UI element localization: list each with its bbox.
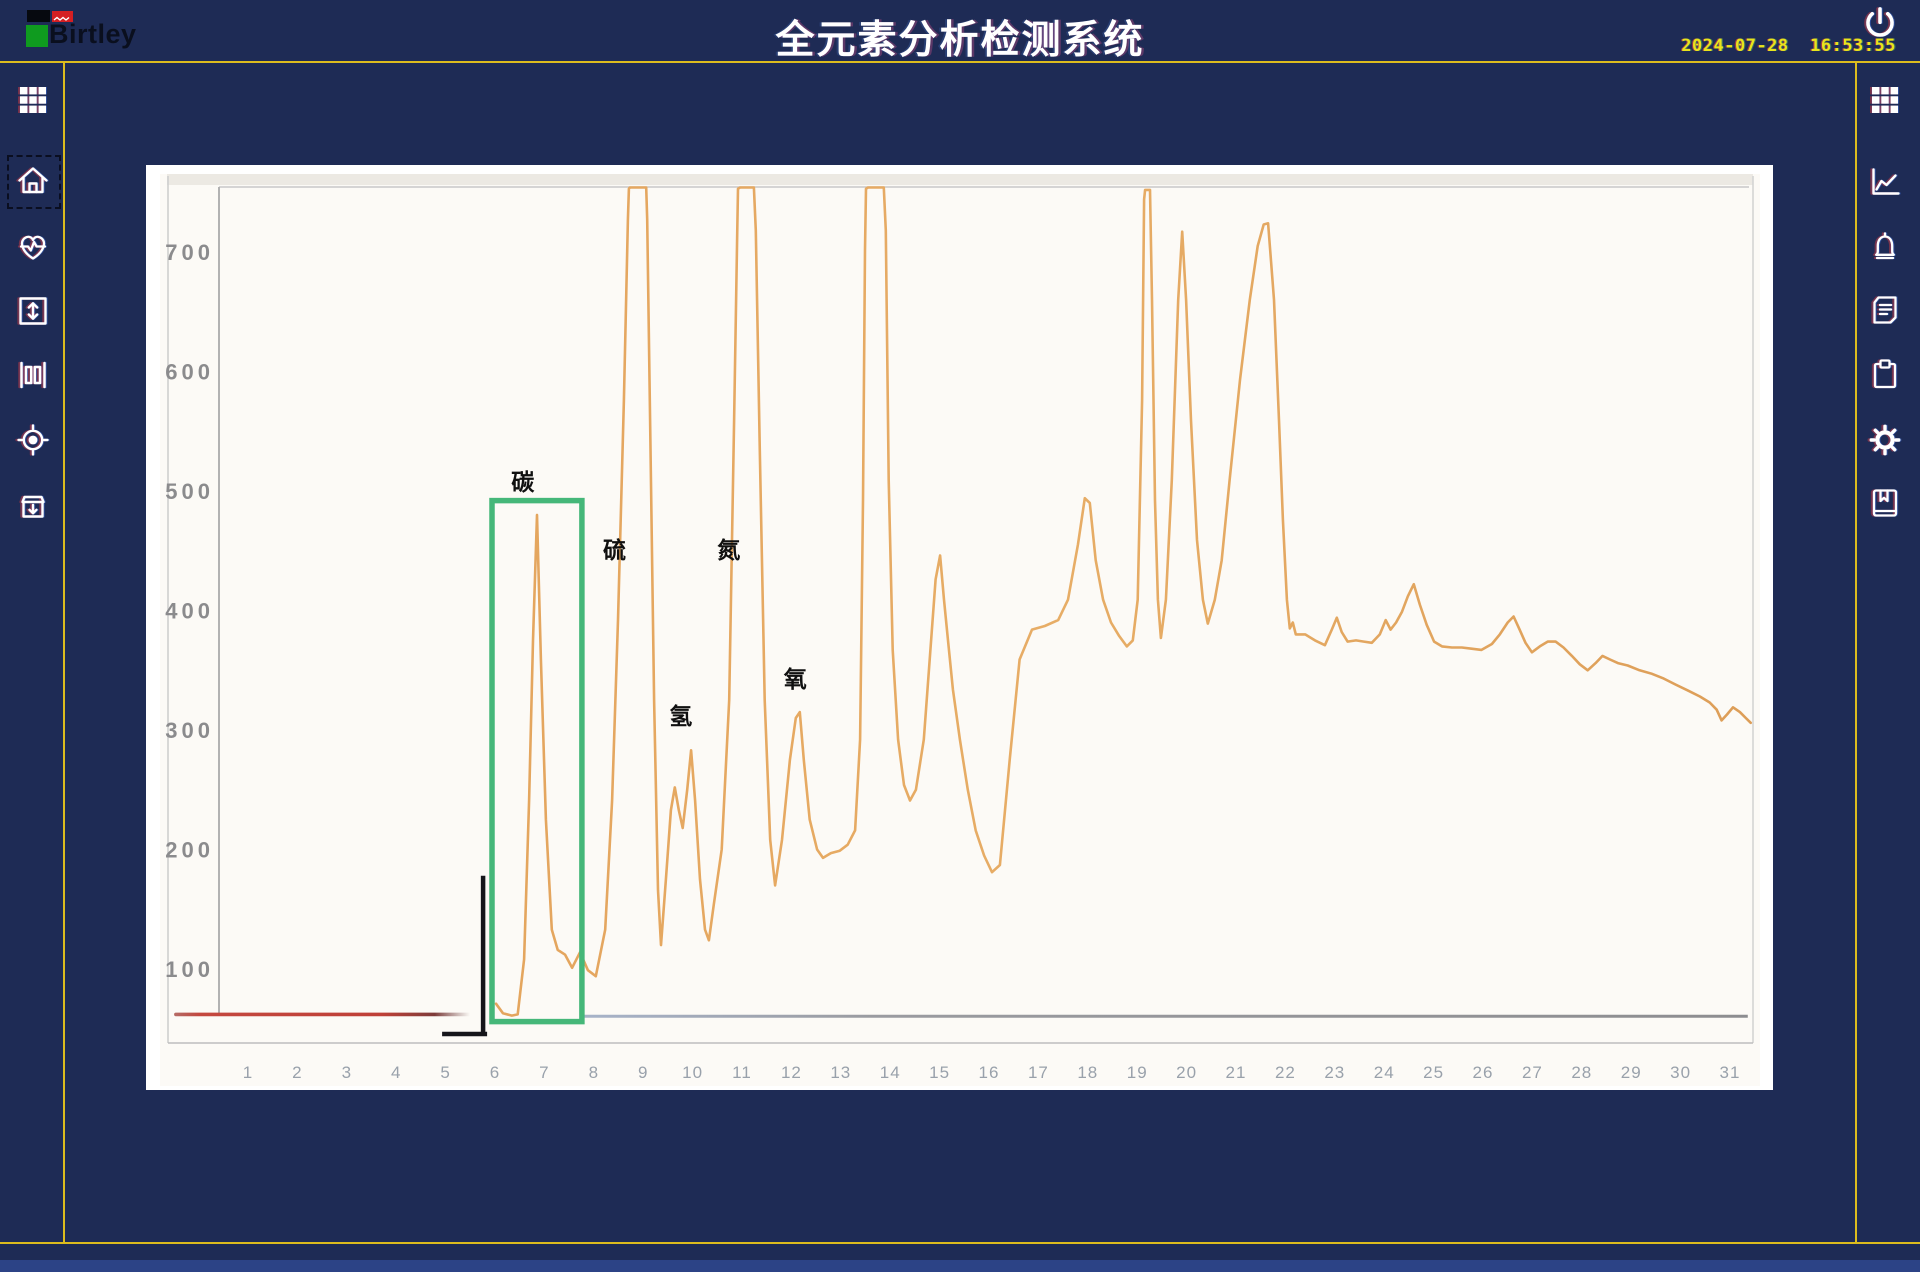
x-tick-label: 19 [1127,1063,1148,1082]
x-tick-label: 31 [1720,1063,1741,1082]
archive-download-icon [21,495,45,518]
apps-grid-icon [1872,87,1898,113]
x-tick-label: 18 [1077,1063,1098,1082]
x-tick-label: 11 [732,1063,752,1082]
x-tick-label: 22 [1275,1063,1296,1082]
x-tick-label: 27 [1522,1063,1543,1082]
left-rail-divider [63,61,65,1244]
x-tick-label: 25 [1423,1063,1444,1082]
x-tick-label: 7 [539,1063,549,1082]
report-icon [1873,296,1897,324]
header-divider [0,61,1920,63]
scan-top-shading [167,174,1753,185]
peak-label-氮: 氮 [717,537,741,563]
y-tick-label: 600 [165,360,214,385]
x-tick-label: 3 [342,1063,352,1082]
logo-green-square [26,25,48,47]
x-tick-label: 15 [929,1063,950,1082]
x-tick-label: 21 [1226,1063,1247,1082]
y-tick-label: 400 [165,599,214,624]
x-tick-label: 26 [1473,1063,1494,1082]
power-icon [1866,7,1894,37]
sidebar-item-home[interactable] [15,163,51,199]
sidebar-item-alarms[interactable] [1867,229,1903,265]
sidebar-item-settings[interactable] [1867,422,1903,458]
settings-gear-icon [1869,424,1901,456]
sidebar-item-calibration[interactable] [15,422,51,458]
logo-waveform-icon [53,16,70,21]
sidebar-item-apps-right[interactable] [1867,82,1903,118]
chart-panel: 碳硫氢氮氧 700 600 500 400 300 200 100 1 2 3 4 5 6 7 8 9 10 11 1… [146,165,1773,1090]
sidebar-item-archive[interactable] [15,488,51,524]
target-icon [17,424,49,456]
power-button[interactable] [1862,5,1898,41]
sidebar-item-range[interactable] [15,293,51,329]
x-tick-label: 24 [1374,1063,1395,1082]
x-tick-label: 5 [440,1063,450,1082]
x-tick-label: 6 [490,1063,500,1082]
vertical-range-icon [19,297,47,325]
heartbeat-icon [19,235,47,260]
x-tick-label: 28 [1571,1063,1592,1082]
datetime-display: 2024-07-28 16:53:55 [1681,36,1896,56]
x-tick-label: 16 [979,1063,1000,1082]
peak-label-氢: 氢 [669,703,693,729]
sidebar-item-apps[interactable] [15,82,51,118]
line-chart-icon [1872,168,1900,195]
header-bar: Birtley 全元素分析检测系统 2024-07-28 16:53:55 [0,0,1920,62]
y-tick-label: 100 [165,957,214,982]
bell-icon [1875,232,1895,260]
clipboard-icon [1873,359,1897,389]
columns-icon [20,361,46,389]
home-icon [18,167,48,194]
footer-divider [0,1242,1920,1244]
x-tick-label: 13 [830,1063,851,1082]
logo-black-square [27,10,50,22]
x-tick-label: 12 [781,1063,802,1082]
apps-grid-icon [20,87,46,113]
logo-red-square [52,11,73,22]
sidebar-item-trends[interactable] [1867,164,1903,200]
x-tick-label: 8 [589,1063,599,1082]
bracket-marker [442,875,488,1037]
bottom-taskbar-strip [0,1260,1920,1272]
x-tick-label: 4 [391,1063,401,1082]
sidebar-item-columns[interactable] [15,357,51,393]
x-tick-label: 29 [1621,1063,1642,1082]
x-tick-label: 30 [1670,1063,1691,1082]
logo-text: Birtley [49,19,137,49]
carbon-highlight-box [489,497,585,1025]
x-tick-label: 10 [682,1063,703,1082]
page-title: 全元素分析检测系统 [775,19,1145,62]
y-tick-label: 700 [165,240,214,265]
sidebar-item-reports[interactable] [1867,292,1903,328]
x-tick-label: 2 [292,1063,302,1082]
y-tick-label: 200 [165,838,214,863]
scan-background [160,174,1760,1086]
sidebar-item-tasks[interactable] [1867,356,1903,392]
y-tick-label: 500 [165,479,214,504]
selected-item-focus-outline [7,155,61,209]
x-tick-label: 14 [880,1063,901,1082]
chromatogram-trace [494,186,1752,1017]
x-tick-label: 1 [243,1063,253,1082]
x-tick-label: 9 [638,1063,648,1082]
x-tick-label: 20 [1176,1063,1197,1082]
peak-label-硫: 硫 [603,537,627,563]
peak-label-碳: 碳 [511,469,535,495]
sidebar-item-monitoring[interactable] [15,229,51,265]
x-tick-label: 23 [1324,1063,1345,1082]
manual-book-icon [1872,489,1898,517]
right-rail-divider [1855,61,1857,1244]
peak-label-氧: 氧 [783,666,808,692]
brand-logo: Birtley [24,8,204,54]
x-tick-label: 17 [1028,1063,1049,1082]
sidebar-item-manual[interactable] [1867,485,1903,521]
y-tick-label: 300 [165,718,214,743]
